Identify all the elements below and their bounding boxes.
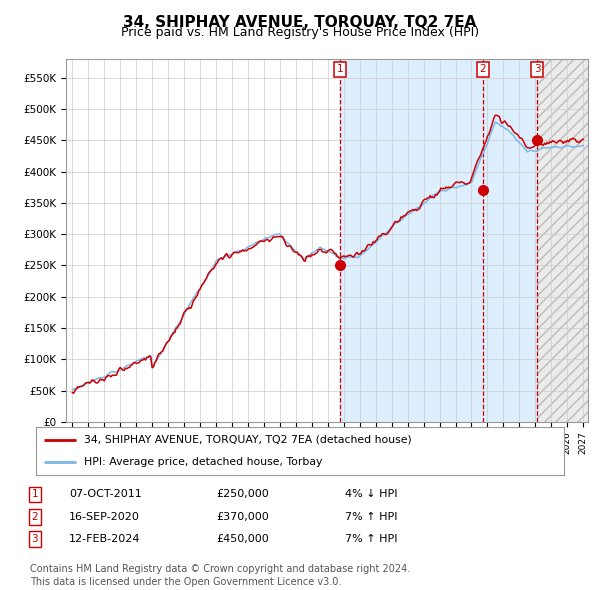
Text: 07-OCT-2011: 07-OCT-2011: [69, 490, 142, 499]
Text: 3: 3: [534, 64, 541, 74]
Text: 3: 3: [31, 535, 38, 544]
Text: £250,000: £250,000: [216, 490, 269, 499]
Text: 1: 1: [31, 490, 38, 499]
Text: 34, SHIPHAY AVENUE, TORQUAY, TQ2 7EA: 34, SHIPHAY AVENUE, TORQUAY, TQ2 7EA: [124, 15, 476, 30]
Text: Price paid vs. HM Land Registry's House Price Index (HPI): Price paid vs. HM Land Registry's House …: [121, 26, 479, 39]
Text: £450,000: £450,000: [216, 535, 269, 544]
Text: 7% ↑ HPI: 7% ↑ HPI: [345, 535, 398, 544]
Text: 4% ↓ HPI: 4% ↓ HPI: [345, 490, 398, 499]
Bar: [537, 59, 588, 422]
Text: 16-SEP-2020: 16-SEP-2020: [69, 512, 140, 522]
Text: 1: 1: [337, 64, 343, 74]
Text: 2: 2: [479, 64, 486, 74]
Text: 7% ↑ HPI: 7% ↑ HPI: [345, 512, 398, 522]
Text: £370,000: £370,000: [216, 512, 269, 522]
Text: HPI: Average price, detached house, Torbay: HPI: Average price, detached house, Torb…: [83, 457, 322, 467]
Text: 2: 2: [31, 512, 38, 522]
Text: 12-FEB-2024: 12-FEB-2024: [69, 535, 140, 544]
Bar: [340, 59, 537, 422]
Text: 34, SHIPHAY AVENUE, TORQUAY, TQ2 7EA (detached house): 34, SHIPHAY AVENUE, TORQUAY, TQ2 7EA (de…: [83, 435, 411, 445]
Text: Contains HM Land Registry data © Crown copyright and database right 2024.
This d: Contains HM Land Registry data © Crown c…: [30, 564, 410, 587]
